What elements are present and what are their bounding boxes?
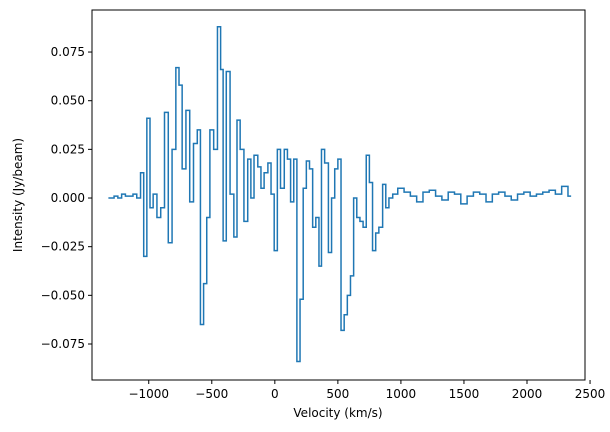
x-tick-label: 0	[271, 387, 279, 401]
y-tick-label: −0.025	[41, 240, 85, 254]
y-tick-label: 0.050	[51, 94, 85, 108]
y-tick-label: 0.075	[51, 45, 85, 59]
plot-frame	[91, 9, 586, 381]
x-axis-label: Velocity (km/s)	[293, 406, 382, 420]
spectrum-line	[108, 25, 572, 363]
y-axis-label: Intensity (Jy/beam)	[11, 138, 25, 252]
x-tick-label: 1000	[386, 387, 417, 401]
x-tick-label: 2500	[575, 387, 606, 401]
y-tick-label: −0.050	[41, 288, 85, 302]
y-tick-label: 0.025	[51, 142, 85, 156]
x-tick-label: −500	[195, 387, 228, 401]
x-tick-label: 500	[326, 387, 349, 401]
x-tick-label: 2000	[512, 387, 543, 401]
y-tick-label: 0.000	[51, 191, 85, 205]
y-tick-label: −0.075	[41, 337, 85, 351]
x-tick-label: −1000	[128, 387, 169, 401]
x-tick-label: 1500	[449, 387, 480, 401]
